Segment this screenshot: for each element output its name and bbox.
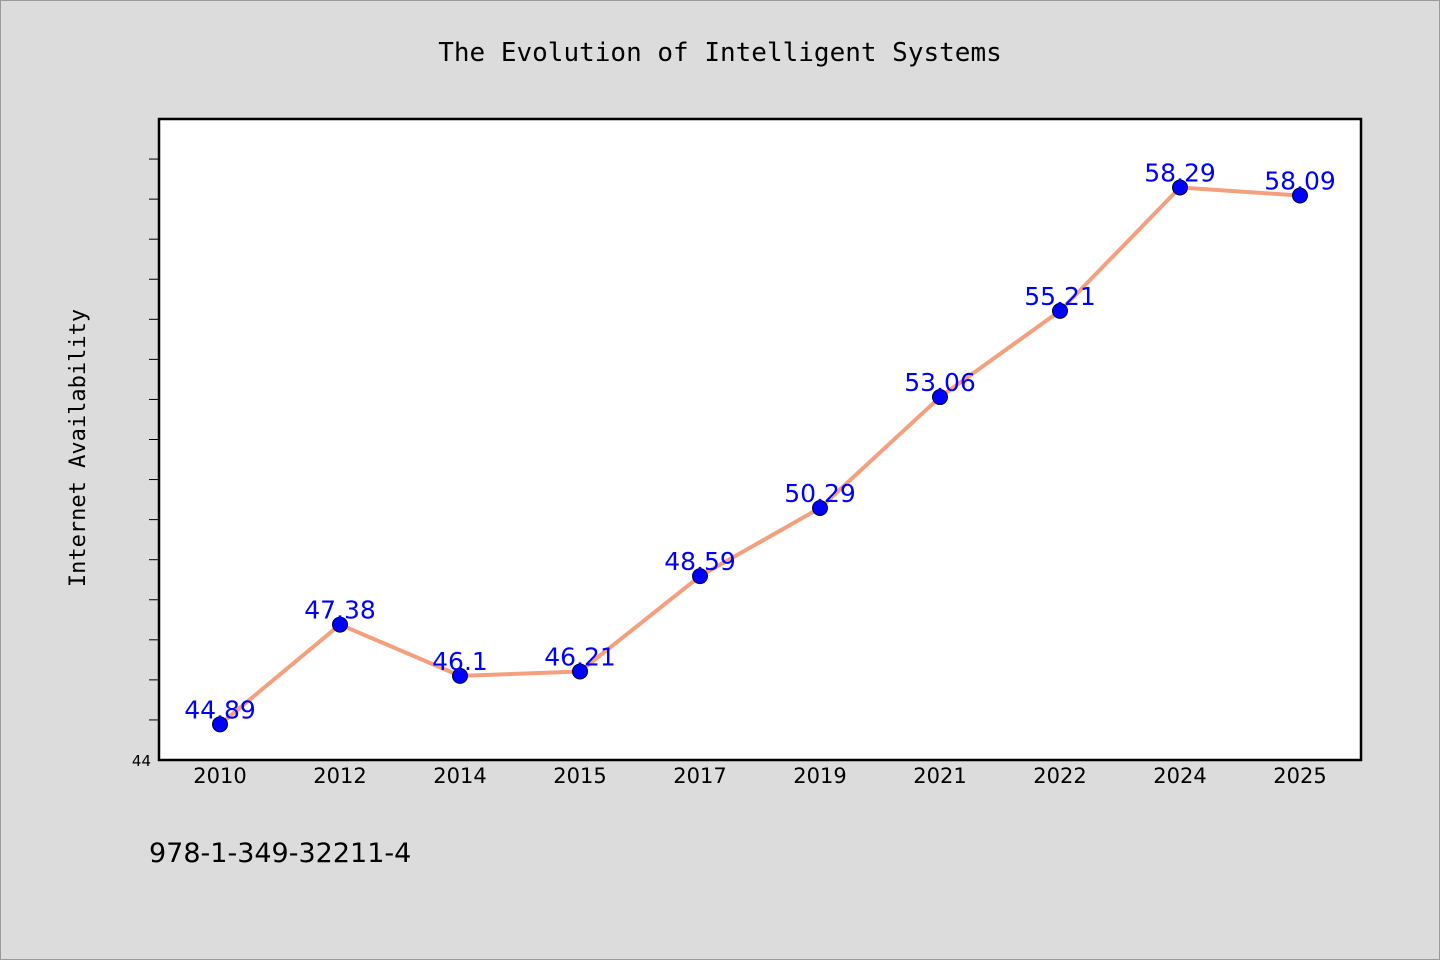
data-point: [1052, 302, 1068, 319]
x-tick-label: 2021: [913, 764, 966, 788]
data-point: [812, 500, 828, 517]
data-point: [932, 389, 948, 406]
plot-area: [157, 117, 1363, 762]
data-label: 46.1: [432, 647, 488, 676]
data-point: [1172, 179, 1188, 196]
data-label: 46.21: [544, 642, 616, 671]
y-axis-ticks: 44: [132, 158, 159, 770]
chart-title: The Evolution of Intelligent Systems: [438, 38, 1002, 68]
y-axis-label: Internet Availability: [66, 309, 91, 587]
data-label: 58.29: [1144, 159, 1216, 188]
data-label: 47.38: [304, 596, 376, 625]
y-tick-label: 44: [132, 752, 151, 770]
x-tick-label: 2014: [433, 764, 486, 788]
x-tick-label: 2025: [1273, 764, 1326, 788]
series-line-group: [218, 185, 1302, 727]
data-labels: 44.89 47.38 46.1 46.21 48.59 50.29 53.06 55.21 5…: [184, 159, 1336, 725]
x-tick-label: 2010: [193, 764, 246, 788]
data-point: [452, 667, 468, 684]
x-tick-label: 2022: [1033, 764, 1086, 788]
x-tick-label: 2024: [1153, 764, 1206, 788]
data-label: 48.59: [664, 547, 736, 576]
data-label: 55.21: [1024, 282, 1096, 311]
data-label: 58.09: [1264, 167, 1336, 196]
data-point: [332, 616, 348, 633]
x-tick-label: 2012: [313, 764, 366, 788]
data-points: [212, 179, 1308, 733]
isbn-text: 978-1-349-32211-4: [149, 838, 411, 869]
data-point: [692, 568, 708, 585]
data-label: 53.06: [904, 368, 976, 397]
data-point: [1292, 187, 1308, 204]
x-tick-label: 2019: [793, 764, 846, 788]
data-label: 50.29: [784, 479, 856, 508]
data-label: 44.89: [184, 695, 256, 724]
series-line: [218, 185, 1302, 727]
x-axis-tick-labels: 2010 2012 2014 2015 2017 2019 2021 2022 2024 2025: [193, 764, 1326, 788]
data-point: [212, 716, 228, 733]
x-tick-label: 2015: [553, 764, 606, 788]
x-tick-label: 2017: [673, 764, 726, 788]
data-point: [572, 663, 588, 680]
